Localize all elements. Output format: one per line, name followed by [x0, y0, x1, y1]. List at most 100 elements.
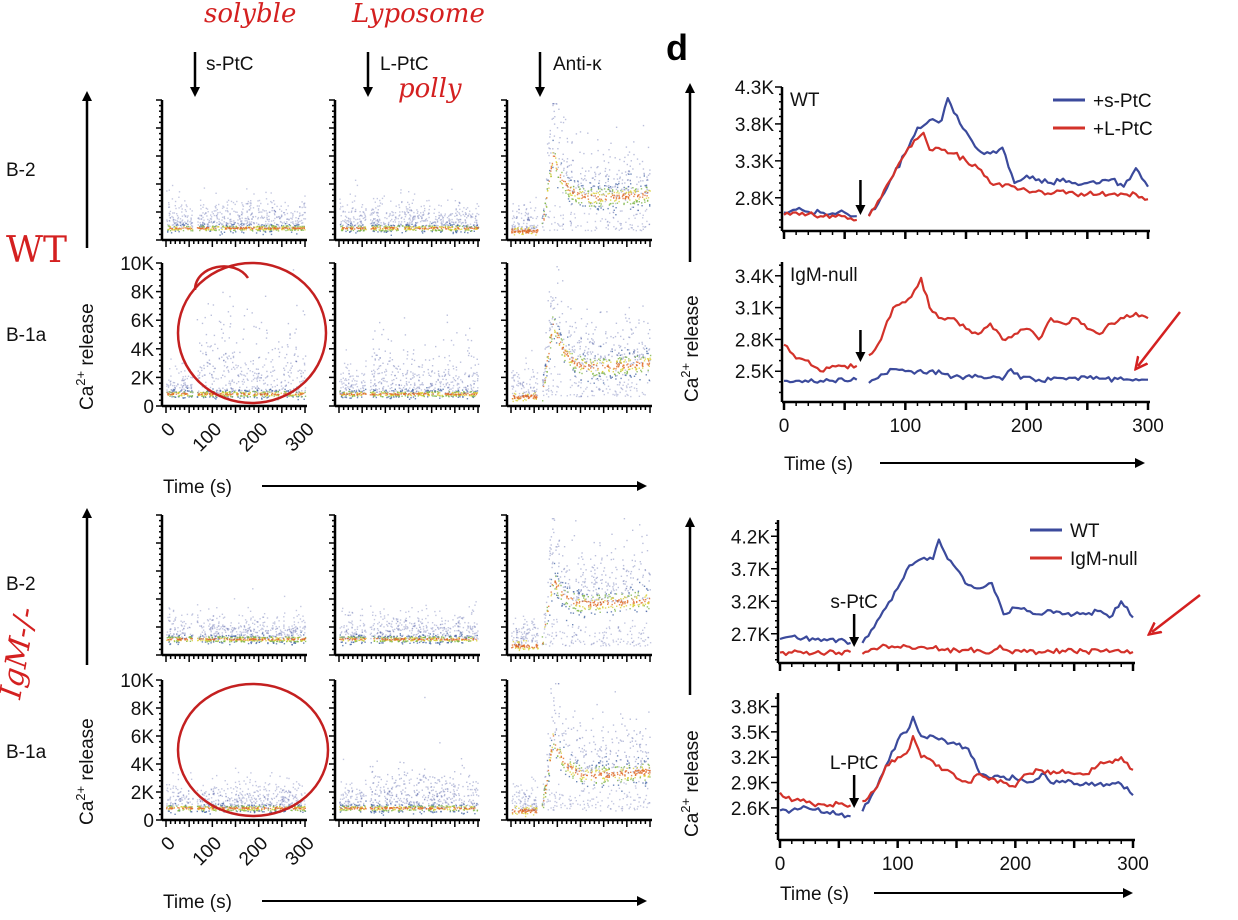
density-dot — [204, 396, 206, 398]
density-dot — [217, 347, 219, 350]
density-dot — [371, 209, 373, 211]
density-dot — [231, 379, 234, 381]
density-dot — [225, 384, 227, 386]
density-dot — [414, 215, 416, 217]
density-dot — [362, 380, 365, 382]
density-dot — [463, 226, 465, 228]
density-dot — [225, 222, 228, 224]
density-dot — [460, 218, 462, 221]
density-dot — [533, 390, 535, 392]
density-dot — [381, 392, 383, 394]
density-dot — [467, 232, 469, 234]
density-dot — [438, 217, 440, 219]
density-dot — [259, 230, 261, 232]
density-dot — [601, 371, 604, 373]
density-dot — [253, 227, 255, 229]
density-dot — [640, 188, 643, 190]
density-dot — [647, 146, 650, 149]
density-dot — [411, 223, 413, 225]
density-dot — [240, 220, 242, 222]
density-dot — [300, 375, 303, 377]
density-dot — [241, 214, 243, 216]
density-dot — [174, 396, 177, 398]
density-dot — [376, 223, 378, 226]
density-dot — [607, 392, 609, 394]
density-dot — [209, 386, 212, 389]
density-dot — [403, 220, 406, 223]
density-dot — [358, 393, 360, 395]
density-dot — [408, 223, 410, 225]
density-dot — [636, 371, 638, 373]
density-dot — [596, 202, 598, 204]
density-dot — [559, 206, 561, 208]
density-dot — [630, 227, 632, 229]
density-dot — [632, 187, 634, 189]
density-dot — [545, 389, 547, 391]
density-dot — [386, 394, 388, 397]
density-dot — [228, 394, 230, 396]
density-dot — [241, 204, 244, 206]
density-dot — [191, 214, 193, 216]
density-dot — [361, 224, 363, 226]
density-dot — [615, 214, 617, 216]
density-dot — [248, 209, 250, 211]
density-dot — [588, 205, 591, 207]
density-dot — [350, 384, 352, 387]
density-dot — [340, 378, 342, 381]
density-dot — [302, 222, 304, 224]
density-dot — [357, 225, 360, 227]
density-dot — [220, 321, 222, 324]
density-dot — [405, 381, 408, 383]
density-dot — [427, 392, 429, 394]
density-dot — [354, 195, 357, 197]
density-dot — [467, 392, 469, 395]
density-dot — [354, 228, 356, 230]
density-dot — [298, 215, 301, 217]
density-dot — [347, 387, 350, 390]
density-dot — [564, 353, 566, 355]
density-dot — [639, 176, 641, 179]
density-dot — [534, 392, 536, 394]
density-dot — [177, 395, 180, 398]
density-dot — [435, 224, 438, 227]
density-dot — [372, 224, 374, 226]
density-dot — [209, 393, 211, 396]
density-dot — [213, 391, 215, 393]
density-dot — [533, 228, 536, 230]
density-dot — [513, 234, 516, 236]
density-dot — [605, 185, 607, 187]
density-dot — [276, 384, 278, 386]
density-dot — [418, 217, 420, 219]
density-dot — [401, 216, 403, 219]
density-dot — [647, 191, 649, 194]
density-dot — [382, 377, 384, 380]
density-dot — [463, 227, 466, 229]
density-dot — [283, 212, 285, 214]
density-dot — [184, 209, 187, 211]
density-dot — [528, 218, 530, 221]
density-dot — [425, 392, 427, 395]
density-dot — [469, 383, 472, 386]
density-dot — [262, 391, 264, 393]
density-dot — [477, 227, 479, 229]
density-dot — [302, 372, 304, 374]
density-dot — [394, 374, 396, 377]
density-dot — [629, 199, 631, 201]
density-dot — [349, 231, 351, 233]
density-dot — [405, 214, 407, 216]
density-dot — [635, 361, 638, 363]
density-dot — [227, 227, 229, 229]
density-dot — [296, 233, 298, 235]
density-dot — [472, 389, 474, 392]
density-dot — [549, 169, 551, 172]
density-dot — [570, 204, 572, 206]
density-dot — [301, 392, 303, 395]
density-dot — [516, 210, 518, 213]
density-dot — [179, 387, 181, 389]
density-dot — [649, 173, 651, 175]
density-dot — [188, 396, 190, 398]
density-dot — [389, 214, 391, 216]
density-dot — [428, 199, 430, 202]
density-dot — [638, 198, 640, 200]
density-dot — [432, 358, 435, 360]
